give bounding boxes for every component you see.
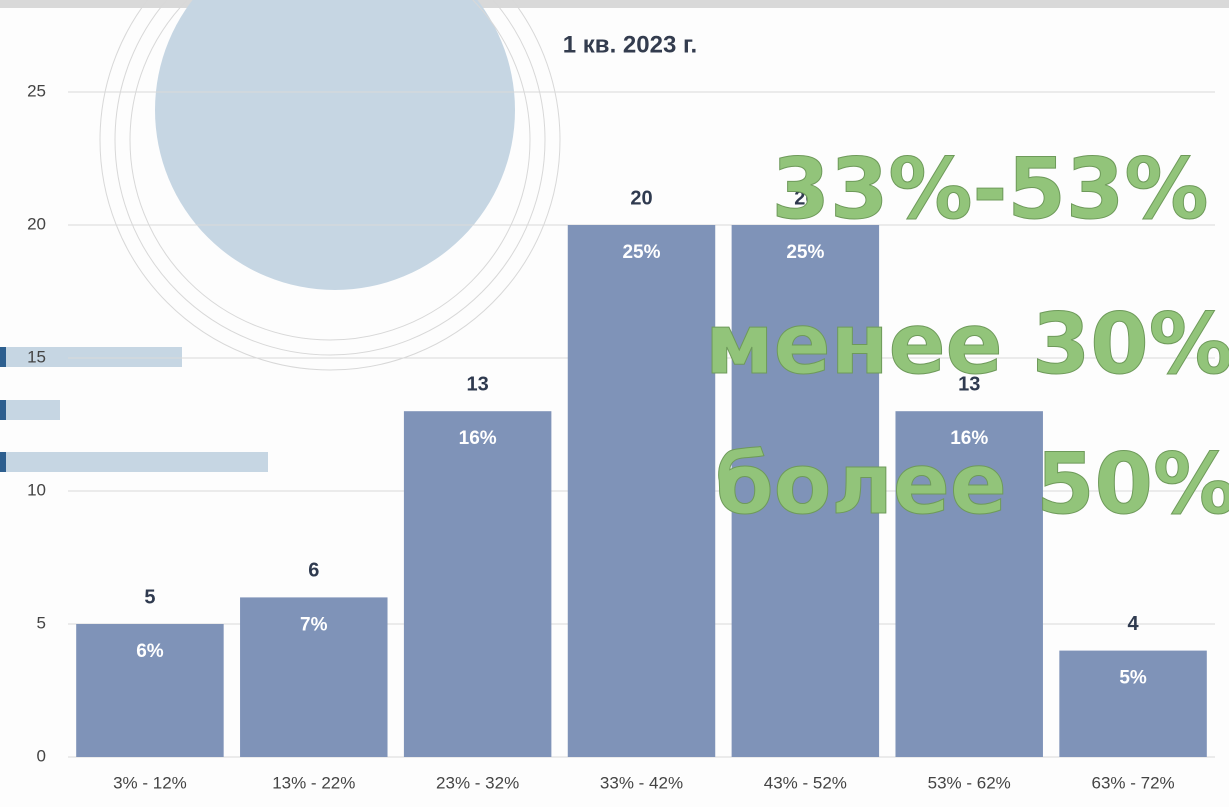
x-tick-label: 23% - 32% <box>436 773 519 792</box>
x-tick-label: 13% - 22% <box>272 773 355 792</box>
x-tick-label: 63% - 72% <box>1091 773 1174 792</box>
y-tick-label: 25 <box>27 81 46 100</box>
decor-bar <box>0 452 268 472</box>
value-label: 5 <box>144 586 155 608</box>
share-label: 16% <box>459 428 497 449</box>
share-label: 5% <box>1119 668 1147 689</box>
share-label: 25% <box>786 242 824 263</box>
x-tick-label: 43% - 52% <box>764 773 847 792</box>
x-tick-label: 33% - 42% <box>600 773 683 792</box>
bar <box>568 225 715 757</box>
bar <box>1059 651 1206 757</box>
value-label: 13 <box>467 373 489 395</box>
share-label: 6% <box>136 641 164 662</box>
value-label: 20 <box>630 187 652 209</box>
y-tick-label: 15 <box>27 347 46 366</box>
decor-mark <box>0 347 6 367</box>
annotation: 33%-53% <box>772 140 1209 238</box>
x-tick-label: 53% - 62% <box>928 773 1011 792</box>
y-tick-label: 5 <box>37 613 46 632</box>
share-label: 25% <box>622 242 660 263</box>
value-label: 6 <box>308 560 319 582</box>
annotation: менее 30% <box>705 295 1229 393</box>
chart: 1 кв. 2023 г. 0 5 10 15 20 25 3% - 12% 5 6% 13% -… <box>0 0 1229 807</box>
y-tick-label: 10 <box>27 480 46 499</box>
value-label: 4 <box>1128 613 1140 635</box>
decor-mark <box>0 400 6 420</box>
y-tick-label: 20 <box>27 214 46 233</box>
share-label: 7% <box>300 614 328 635</box>
y-tick-label: 0 <box>37 746 46 765</box>
annotation: более 50% <box>715 435 1229 533</box>
top-band <box>0 0 1229 8</box>
bar <box>404 411 551 757</box>
decor-mark <box>0 452 6 472</box>
chart-title: 1 кв. 2023 г. <box>563 31 697 58</box>
x-tick-label: 3% - 12% <box>113 773 187 792</box>
decor-bar <box>0 400 60 420</box>
